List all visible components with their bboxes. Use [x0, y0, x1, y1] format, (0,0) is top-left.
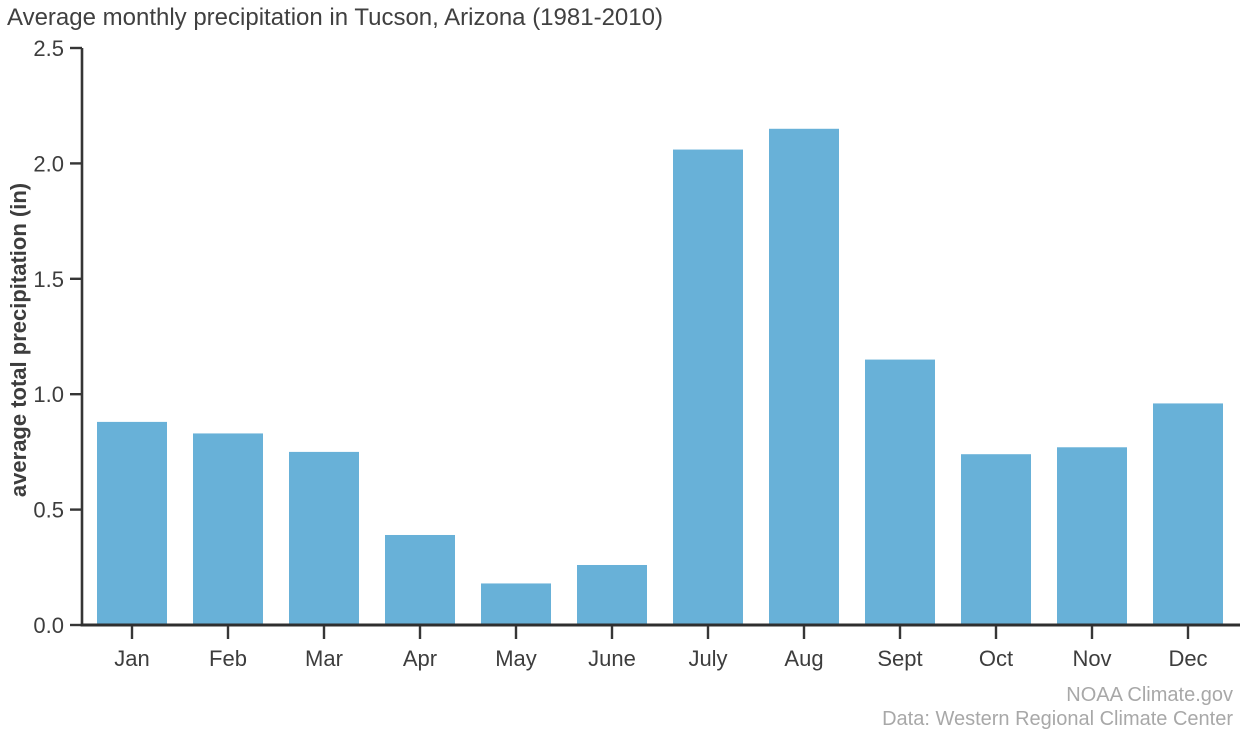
y-tick-label: 2.5	[33, 36, 64, 61]
bar-july	[673, 149, 743, 625]
y-tick-label: 1.5	[33, 267, 64, 292]
attribution-data-line: Data: Western Regional Climate Center	[882, 708, 1233, 730]
x-tick-label-july: July	[688, 646, 727, 671]
x-tick-label-jan: Jan	[114, 646, 149, 671]
x-tick-label-feb: Feb	[209, 646, 247, 671]
bar-feb	[193, 433, 263, 625]
x-tick-label-oct: Oct	[979, 646, 1013, 671]
y-axis-label: average total precipitation (in)	[6, 183, 31, 497]
bars-group	[97, 128, 1223, 625]
bar-mar	[289, 451, 359, 625]
chart-title: Average monthly precipitation in Tucson,…	[7, 4, 663, 31]
bar-may	[481, 583, 551, 625]
bar-oct	[961, 454, 1031, 625]
y-tick-label: 0.5	[33, 498, 64, 523]
x-tick-label-nov: Nov	[1072, 646, 1111, 671]
attribution-source-line: NOAA Climate.gov	[1066, 684, 1233, 706]
x-axis: Jan Feb Mar Apr May June July Aug Sept Oct Nov Dec	[80, 623, 1240, 671]
bar-jan	[97, 421, 167, 625]
bar-nov	[1057, 447, 1127, 625]
bar-dec	[1153, 403, 1223, 625]
bar-sept	[865, 359, 935, 625]
bar-june	[577, 564, 647, 625]
bar-aug	[769, 128, 839, 625]
y-tick-label: 2.0	[33, 151, 64, 176]
y-axis: 0.0 0.5 1.0 1.5 2.0 2.5	[33, 36, 84, 638]
x-tick-label-sept: Sept	[877, 646, 922, 671]
bar-apr	[385, 534, 455, 625]
x-tick-label-june: June	[588, 646, 636, 671]
x-tick-label-mar: Mar	[305, 646, 343, 671]
x-tick-label-apr: Apr	[403, 646, 437, 671]
y-tick-label: 1.0	[33, 382, 64, 407]
y-tick-label: 0.0	[33, 613, 64, 638]
x-tick-label-aug: Aug	[784, 646, 823, 671]
x-tick-label-dec: Dec	[1168, 646, 1207, 671]
x-tick-label-may: May	[495, 646, 537, 671]
